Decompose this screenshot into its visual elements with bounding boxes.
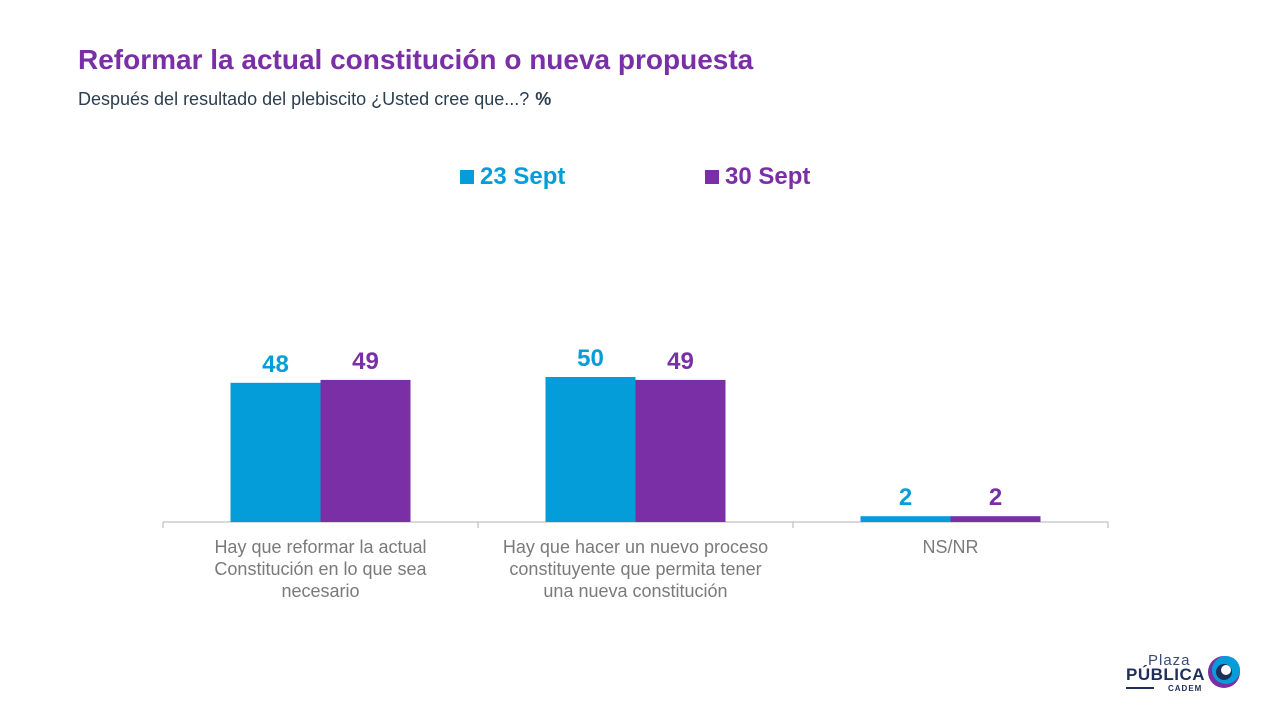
legend-item-series-2: 30 Sept [705, 163, 810, 191]
category-label: Hay que hacer un nuevo proceso [503, 537, 768, 557]
brand-logo: Plaza PÚBLICA CADEM [1126, 650, 1246, 696]
logo-text-publica: PÚBLICA [1126, 665, 1206, 684]
category-label: Constitución en lo que sea [214, 559, 427, 579]
data-label: 48 [262, 351, 289, 378]
logo-mark-icon [1208, 656, 1240, 688]
category-label: constituyente que permita tener [509, 559, 761, 579]
legend-label-series-2: 30 Sept [725, 163, 811, 190]
subtitle-text: Después del resultado del plebiscito ¿Us… [78, 89, 530, 109]
bar-2-3 [950, 516, 1041, 522]
data-label: 49 [352, 348, 379, 375]
category-label: NS/NR [922, 537, 978, 557]
logo-text-plaza: Plaza [1148, 652, 1191, 669]
category-label: necesario [281, 581, 359, 601]
logo-text-cadem: CADEM [1168, 684, 1203, 693]
bar-1-3 [860, 516, 951, 522]
bar-1-2 [545, 377, 636, 522]
page-subtitle: Después del resultado del plebiscito ¿Us… [78, 89, 551, 110]
category-label: Hay que reformar la actual [214, 537, 426, 557]
subtitle-unit: % [535, 89, 552, 109]
data-label: 50 [577, 345, 604, 372]
legend-swatch-series-1 [460, 170, 474, 184]
data-label: 49 [667, 348, 694, 375]
data-label: 2 [989, 484, 1002, 511]
category-label: una nueva constitución [543, 581, 727, 601]
logo-underline [1126, 687, 1154, 689]
bar-1-1 [230, 382, 321, 522]
legend-label-series-1: 23 Sept [480, 163, 566, 190]
data-label: 2 [899, 484, 912, 511]
legend-swatch-series-2 [705, 170, 719, 184]
bar-2-1 [320, 379, 411, 522]
legend-item-series-1: 23 Sept [460, 163, 565, 191]
bar-2-2 [635, 379, 726, 522]
page-title: Reformar la actual constitución o nueva … [78, 44, 754, 75]
